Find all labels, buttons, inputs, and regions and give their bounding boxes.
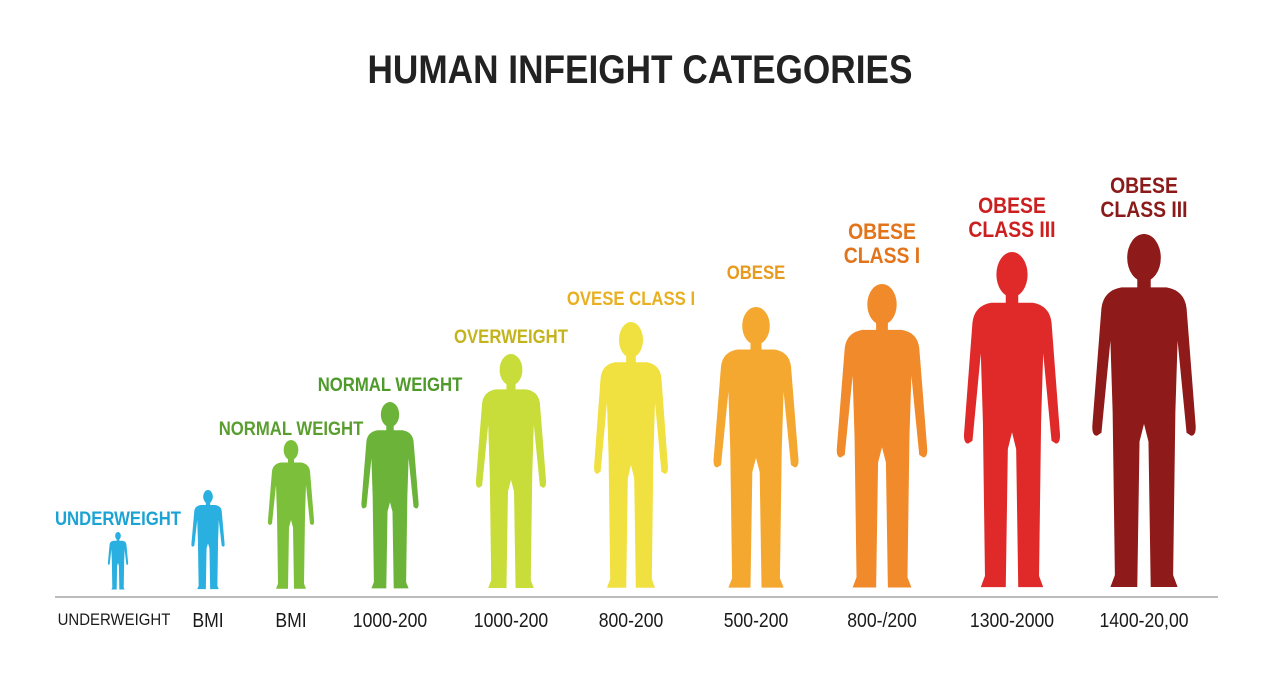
category-label: NORMAL WEIGHT (317, 375, 463, 396)
body (267, 462, 315, 589)
body (361, 430, 419, 589)
head (203, 490, 213, 504)
neck (506, 379, 516, 392)
category-label: NORMAL WEIGHT (218, 419, 364, 440)
head (867, 284, 897, 325)
neck (750, 337, 762, 352)
silhouette (475, 354, 547, 589)
category-label: OVESE CLASS I (566, 289, 696, 310)
neck (116, 538, 120, 542)
category-label: OBESE (1110, 173, 1178, 198)
silhouette (267, 440, 315, 589)
neck (1005, 288, 1019, 306)
range-label: 1000-200 (473, 610, 549, 632)
category-label: OBESE (848, 219, 916, 244)
neck (1137, 272, 1151, 291)
body (963, 302, 1061, 588)
body (1092, 287, 1196, 588)
category-label: OBESE (726, 263, 786, 284)
body (713, 349, 799, 588)
title: HUMAN INFEIGHT CATEGORIES (367, 48, 913, 92)
head (115, 532, 121, 540)
category-label: CLASS III (1100, 197, 1188, 222)
range-label: 500-200 (723, 610, 789, 632)
body (107, 540, 129, 590)
silhouette (1092, 234, 1196, 588)
neck (288, 456, 294, 464)
range-label: UNDERWEIGHT (57, 610, 171, 629)
silhouette (713, 307, 799, 588)
head (619, 322, 643, 358)
head (1127, 234, 1161, 282)
neck (876, 317, 888, 333)
category-label: OBESE (978, 193, 1046, 218)
category-label: CLASS III (968, 217, 1056, 242)
range-label: 1000-200 (352, 610, 428, 632)
head (499, 354, 523, 386)
category-label: CLASS I (843, 243, 921, 268)
category-label: OVERWEIGHT (454, 327, 568, 348)
category-label: UNDERWEIGHT (54, 509, 182, 530)
silhouette (836, 284, 928, 588)
silhouette (191, 490, 225, 590)
head (283, 440, 299, 460)
range-label: BMI (275, 610, 307, 632)
silhouette (361, 402, 419, 589)
neck (386, 422, 394, 432)
range-label: 800-/200 (847, 610, 917, 632)
range-label: 1300-2000 (969, 610, 1055, 632)
body (594, 362, 668, 588)
head (742, 307, 770, 345)
range-label: BMI (192, 610, 224, 632)
body (191, 505, 225, 590)
silhouette (963, 252, 1061, 588)
silhouette (594, 322, 668, 588)
body (475, 389, 547, 589)
range-label: 1400-20,00 (1099, 610, 1189, 632)
body (836, 329, 928, 588)
neck (205, 500, 211, 506)
head (996, 252, 1028, 298)
head (380, 402, 400, 428)
range-label: 800-200 (598, 610, 664, 632)
silhouette (107, 532, 129, 590)
neck (626, 351, 636, 365)
